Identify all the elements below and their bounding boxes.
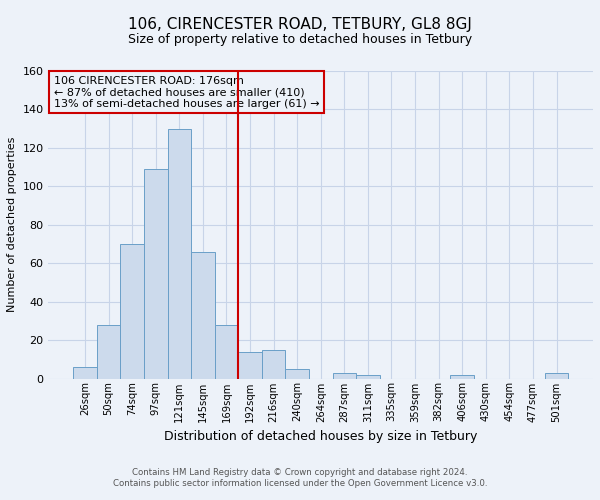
Bar [73,367,97,378]
Y-axis label: Number of detached properties: Number of detached properties [7,137,17,312]
Text: Contains HM Land Registry data © Crown copyright and database right 2024.
Contai: Contains HM Land Registry data © Crown c… [113,468,487,487]
Text: Size of property relative to detached houses in Tetbury: Size of property relative to detached ho… [128,32,472,46]
Bar [332,373,356,378]
Bar [97,324,121,378]
X-axis label: Distribution of detached houses by size in Tetbury: Distribution of detached houses by size … [164,430,478,443]
Bar [191,252,215,378]
Bar [451,374,474,378]
Bar [286,369,309,378]
Bar [262,350,286,378]
Bar [238,352,262,378]
Bar [356,374,380,378]
Bar [545,373,568,378]
Text: 106 CIRENCESTER ROAD: 176sqm
← 87% of detached houses are smaller (410)
13% of s: 106 CIRENCESTER ROAD: 176sqm ← 87% of de… [54,76,320,109]
Bar [167,128,191,378]
Bar [144,169,167,378]
Text: 106, CIRENCESTER ROAD, TETBURY, GL8 8GJ: 106, CIRENCESTER ROAD, TETBURY, GL8 8GJ [128,18,472,32]
Bar [215,324,238,378]
Bar [121,244,144,378]
